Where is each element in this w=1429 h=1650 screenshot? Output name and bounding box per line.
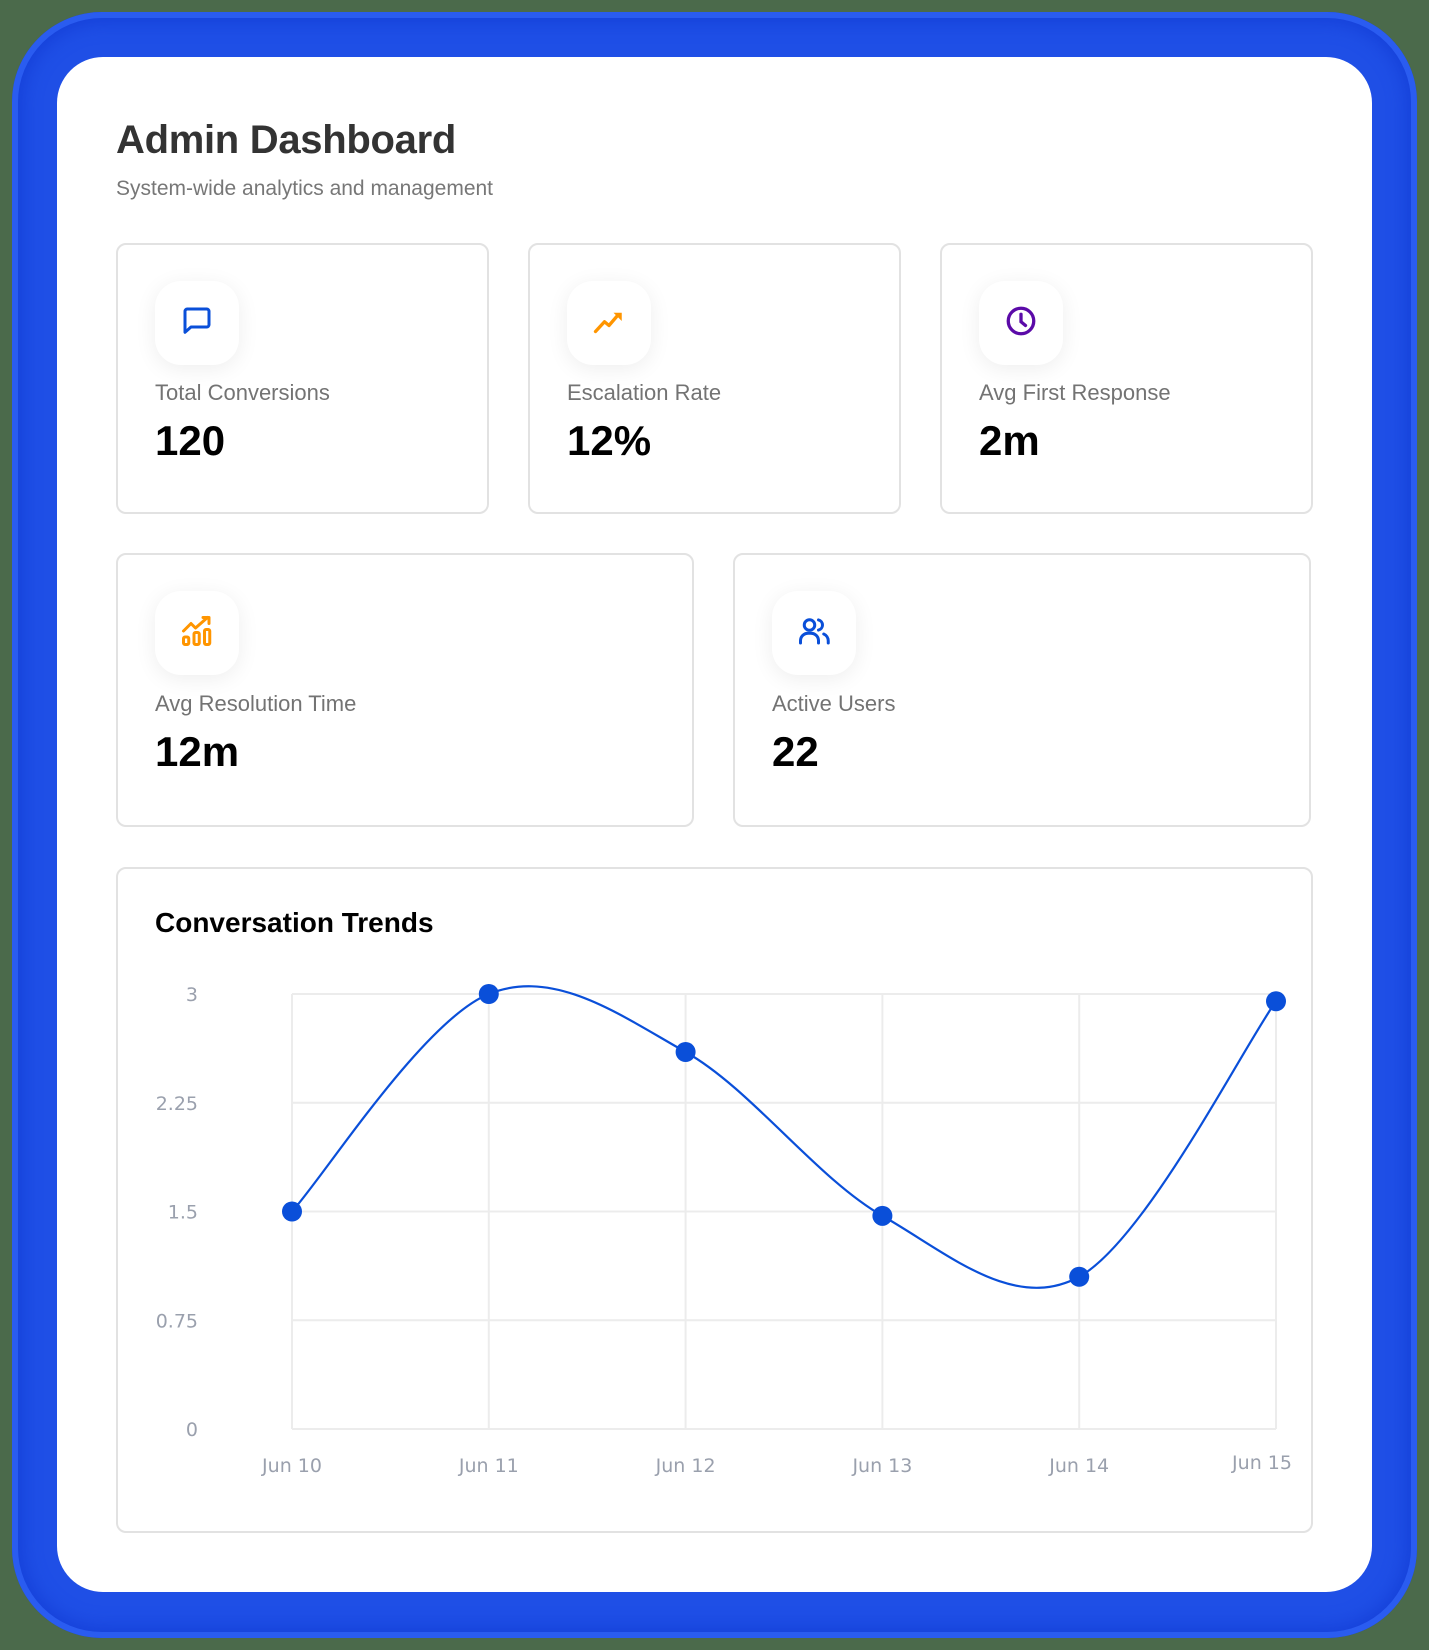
data-point xyxy=(1266,991,1286,1012)
stat-card-avg-first-response: Avg First Response 2m xyxy=(940,243,1313,514)
stat-value: 120 xyxy=(155,417,226,464)
y-tick-label: 1.5 xyxy=(168,1202,198,1224)
x-tick-label: Jun 12 xyxy=(655,1455,716,1477)
icon-box xyxy=(155,591,239,675)
icon-box xyxy=(772,591,856,675)
trending-up-icon xyxy=(591,303,627,344)
stat-label: Total Conversions xyxy=(155,380,330,405)
stat-value: 12m xyxy=(155,728,240,775)
stat-label: Avg First Response xyxy=(979,380,1171,405)
data-point xyxy=(872,1205,893,1226)
page-subtitle: System-wide analytics and management xyxy=(116,177,494,200)
stat-value: 22 xyxy=(772,728,819,775)
stat-label: Avg Resolution Time xyxy=(155,691,357,716)
stat-value: 12% xyxy=(567,417,652,464)
stat-card-total-conversions: Total Conversions 120 xyxy=(116,243,489,514)
clock-icon xyxy=(1003,303,1039,344)
page-title: Admin Dashboard xyxy=(116,118,456,162)
x-tick-label: Jun 10 xyxy=(261,1455,322,1477)
x-tick-label: Jun 13 xyxy=(851,1455,912,1477)
y-tick-label: 2.25 xyxy=(156,1093,198,1115)
data-point xyxy=(478,984,499,1004)
x-tick-label: Jun 14 xyxy=(1048,1455,1109,1477)
stat-value: 2m xyxy=(979,417,1040,464)
bar-chart-trend-icon xyxy=(179,613,215,654)
stat-card-avg-resolution-time: Avg Resolution Time 12m xyxy=(116,553,694,827)
x-tick-label: Jun 15 xyxy=(1231,1452,1292,1474)
y-tick-label: 3 xyxy=(186,984,198,1006)
stat-card-escalation-rate: Escalation Rate 12% xyxy=(528,243,901,514)
chart-title: Conversation Trends xyxy=(155,907,434,938)
series-line xyxy=(291,985,1277,1289)
data-point xyxy=(675,1042,696,1062)
stat-label: Active Users xyxy=(772,691,896,716)
message-square-icon xyxy=(179,303,215,344)
stat-label: Escalation Rate xyxy=(567,380,722,405)
icon-box xyxy=(979,281,1063,365)
stat-card-active-users: Active Users 22 xyxy=(733,553,1311,827)
users-icon xyxy=(796,613,832,654)
x-tick-label: Jun 11 xyxy=(458,1455,519,1477)
y-tick-label: 0.75 xyxy=(156,1310,198,1332)
data-point xyxy=(1069,1266,1090,1287)
icon-box xyxy=(567,281,651,365)
conversation-trends-card: Conversation Trends 0 0.75 1.5 2.25 3 Jun 10 J… xyxy=(116,867,1313,1533)
y-tick-label: 0 xyxy=(186,1419,198,1441)
icon-box xyxy=(155,281,239,365)
data-point xyxy=(282,1201,302,1222)
line-chart: 0 0.75 1.5 2.25 3 Jun 10 Jun 11 Jun 12 Jun 13 Jun… xyxy=(156,984,1292,1477)
